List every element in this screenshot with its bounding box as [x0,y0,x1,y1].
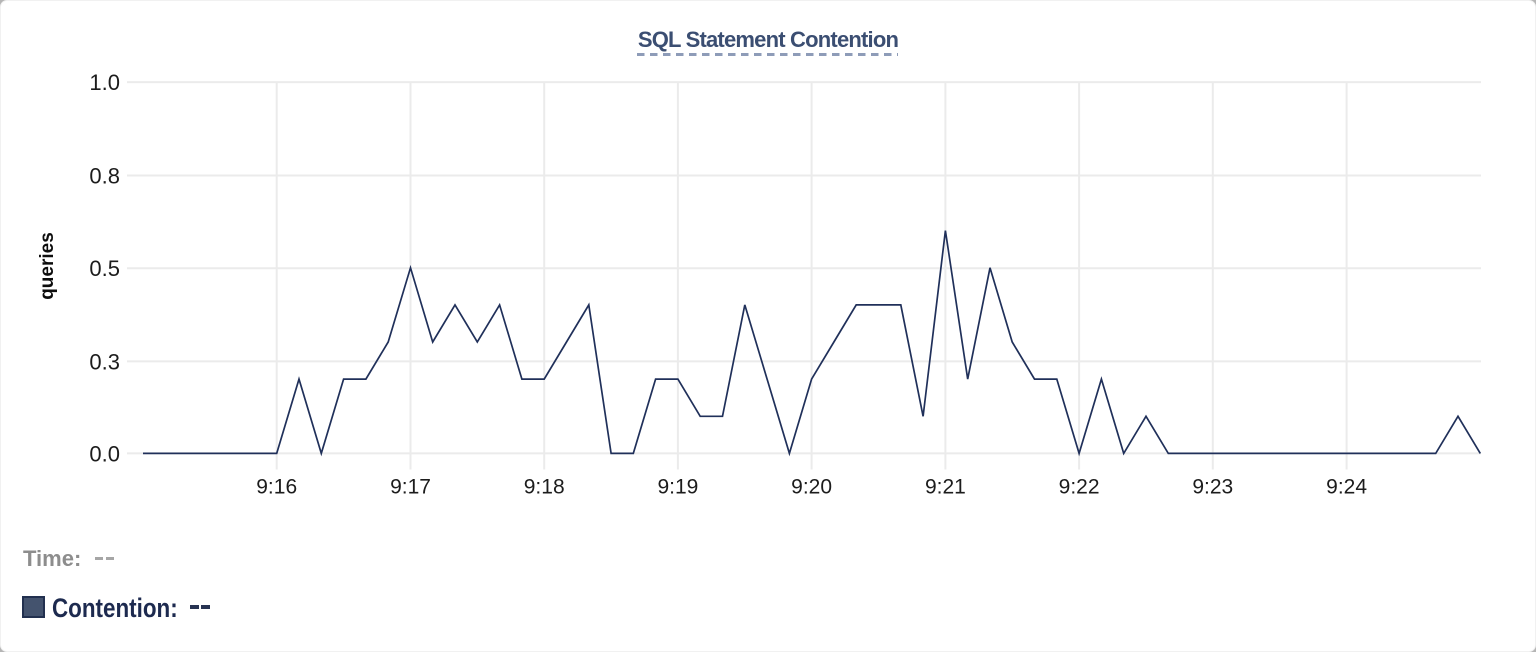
svg-text:9:17: 9:17 [390,476,431,499]
svg-text:queries: queries [37,232,58,300]
svg-text:9:20: 9:20 [791,476,832,499]
svg-text:9:16: 9:16 [256,476,297,499]
svg-text:0.8: 0.8 [89,164,120,189]
svg-text:9:19: 9:19 [657,476,698,499]
svg-text:9:18: 9:18 [524,476,565,499]
svg-text:1.0: 1.0 [89,70,120,95]
svg-text:9:22: 9:22 [1059,476,1100,499]
svg-text:0.0: 0.0 [89,441,120,466]
svg-text:9:21: 9:21 [925,476,966,499]
svg-text:9:23: 9:23 [1192,476,1233,499]
svg-text:0.5: 0.5 [89,256,120,281]
svg-text:0.3: 0.3 [89,349,120,374]
svg-text:9:24: 9:24 [1326,476,1367,499]
